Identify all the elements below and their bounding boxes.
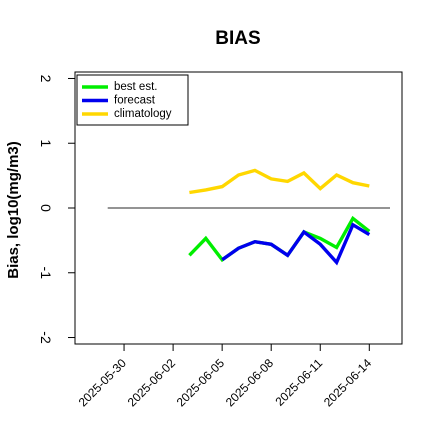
- series-line-best-est: [188, 215, 371, 263]
- series-lines: [188, 168, 371, 266]
- x-tick-label: 2025-05-30: [76, 356, 130, 410]
- series-line-forecast: [221, 222, 371, 266]
- chart-title: BIAS: [215, 28, 260, 49]
- y-tick-label: 1: [38, 139, 54, 147]
- x-tick-label: 2025-06-08: [223, 356, 277, 410]
- legend-label: best est.: [114, 81, 157, 93]
- y-tick-label: 0: [38, 204, 54, 212]
- y-tick-label: -2: [38, 331, 54, 344]
- x-tick-label: 2025-06-02: [125, 356, 179, 410]
- y-tick-label: -1: [38, 267, 54, 280]
- y-axis-label: Bias, log10(mg/m3): [5, 141, 22, 279]
- series-line-climatology: [189, 168, 370, 195]
- x-tick-label: 2025-06-11: [273, 356, 326, 409]
- legend-label: forecast: [114, 95, 156, 107]
- x-tick-label: 2025-06-14: [321, 356, 375, 410]
- legend-label: climatology: [114, 108, 172, 120]
- y-tick-label: 2: [38, 75, 54, 83]
- y-axis: -2 -1 0 1 2: [38, 75, 75, 344]
- x-tick-label: 2025-06-05: [174, 356, 228, 410]
- x-axis: 2025-05-302025-06-022025-06-052025-06-08…: [76, 344, 375, 410]
